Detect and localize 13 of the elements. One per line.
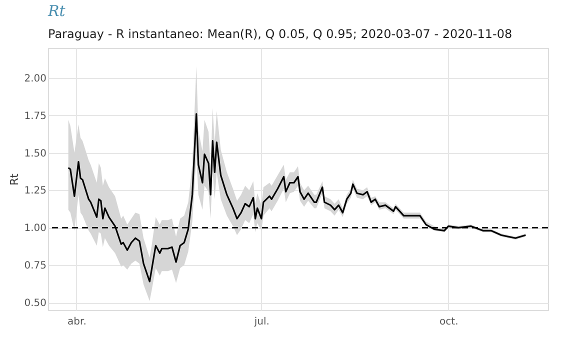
x-tick-label: abr.	[68, 316, 86, 328]
y-tick-label: 1.00	[24, 223, 46, 234]
y-tick-label: 2.00	[24, 73, 46, 84]
y-axis-title: Rt	[8, 172, 22, 186]
y-tick-label: 1.75	[24, 110, 46, 122]
chart-title: Rt	[47, 2, 66, 20]
x-tick-label: oct.	[440, 316, 458, 328]
y-tick-label: 0.50	[24, 298, 46, 310]
y-tick-label: 1.50	[24, 148, 46, 160]
x-tick-label: jul.	[253, 316, 270, 328]
y-tick-label: 0.75	[24, 260, 46, 272]
y-tick-label: 1.25	[24, 186, 46, 197]
chart-subtitle: Paraguay - R instantaneo: Mean(R), Q 0.05, Q 0.95; 2020-03-07 - 2020-11-08	[48, 27, 512, 41]
